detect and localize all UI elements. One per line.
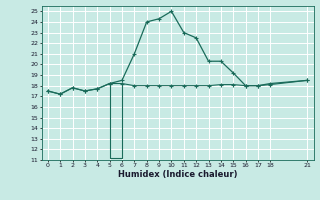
X-axis label: Humidex (Indice chaleur): Humidex (Indice chaleur) <box>118 170 237 179</box>
